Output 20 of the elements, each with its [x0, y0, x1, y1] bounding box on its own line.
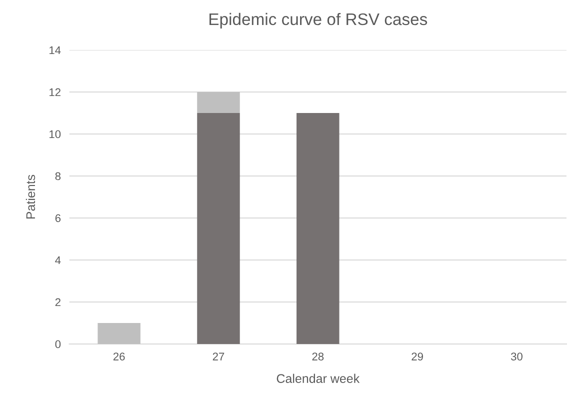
bar [98, 323, 140, 344]
y-tick-label: 0 [55, 340, 61, 348]
y-tick-label: 10 [50, 130, 61, 138]
x-tick-label: 27 [212, 352, 224, 360]
bar [197, 113, 240, 344]
bar [197, 92, 240, 113]
y-axis-title: Patients [26, 174, 36, 219]
x-tick-label: 26 [113, 352, 125, 360]
y-tick-label: 8 [55, 172, 61, 180]
y-tick-label: 12 [50, 88, 60, 96]
chart-title: Epidemic curve of RSV cases [210, 12, 428, 28]
y-tick-label: 4 [55, 256, 61, 264]
bar [296, 113, 340, 344]
y-tick-label: 14 [50, 46, 61, 54]
y-tick-label: 2 [55, 298, 60, 306]
x-axis-title: Calendar week [276, 374, 360, 383]
y-tick-label: 6 [55, 214, 61, 222]
x-tick-label: 30 [510, 352, 522, 360]
x-tick-label: 29 [412, 352, 423, 360]
x-tick-label: 28 [312, 352, 324, 360]
